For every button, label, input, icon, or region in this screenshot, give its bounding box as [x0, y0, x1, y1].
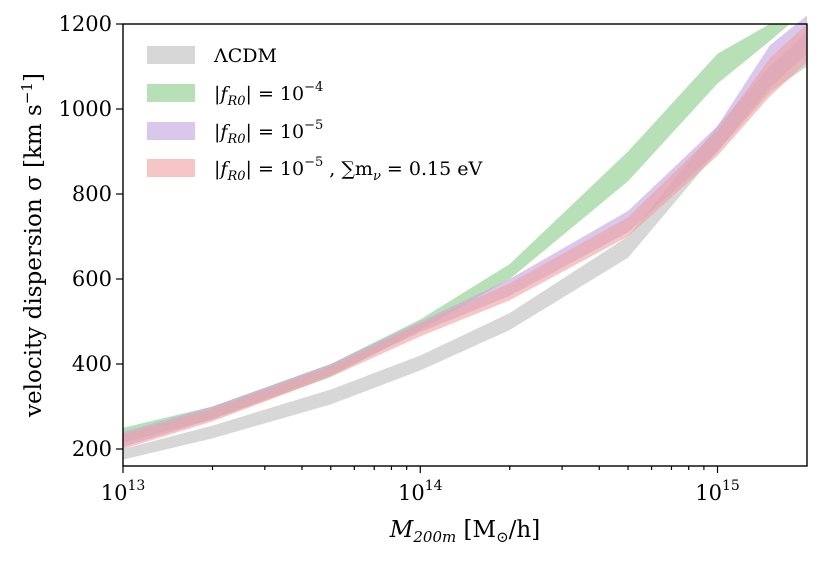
y-tick-label: 800 [72, 182, 112, 206]
y-tick-label: 1000 [59, 97, 112, 121]
y-axis-label: velocity dispersion σ [km s−1] [18, 73, 47, 418]
legend-swatch-fr0-1e-5-mnu [147, 159, 195, 177]
y-tick-label: 200 [72, 437, 112, 461]
legend-label-fr0-1e-5: |fR0| = 10−5 [214, 118, 323, 147]
y-tick-label: 600 [72, 267, 112, 291]
x-tick-label: 1013 [101, 478, 146, 505]
legend: ΛCDM |fR0| = 10−4 |fR0| = 10−5 |fR0| = 1… [147, 45, 482, 184]
legend-swatch-lcdm [147, 46, 195, 64]
legend-label-lcdm: ΛCDM [213, 45, 277, 67]
bands-layer [123, 15, 807, 460]
legend-label-fr0-1e-5-mnu: |fR0| = 10−5 , ∑mν = 0.15 eV [214, 155, 482, 184]
x-tick-label: 1014 [398, 478, 443, 505]
plot-frame [122, 23, 808, 467]
x-tick-label: 1015 [695, 478, 740, 505]
ticks-layer: 200 400 600 800 1000 1200 1013 1014 1015 [59, 12, 740, 505]
legend-swatch-fr0-1e-4 [147, 84, 195, 102]
y-tick-label: 400 [72, 352, 112, 376]
legend-swatch-fr0-1e-5 [147, 122, 195, 140]
x-axis-label: M200m [M⊙/h] [389, 517, 540, 546]
y-tick-label: 1200 [59, 12, 112, 36]
legend-label-fr0-1e-4: |fR0| = 10−4 [214, 80, 323, 109]
series-band-1 [123, 24, 790, 443]
